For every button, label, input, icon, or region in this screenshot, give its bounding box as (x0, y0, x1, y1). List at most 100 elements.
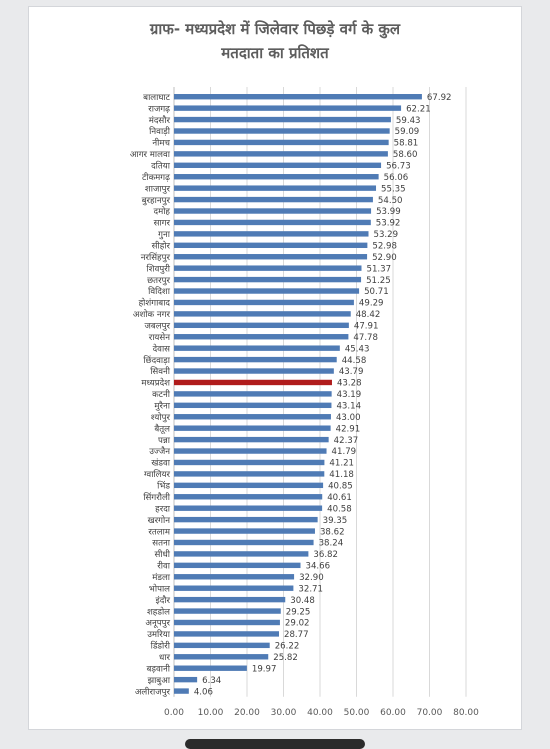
data-label: 58.60 (393, 150, 418, 160)
data-label: 30.48 (290, 596, 315, 606)
bar (174, 356, 337, 363)
chart-title-line1: ग्राफ- मध्यप्रदेश में जिलेवार पिछड़े वर्… (149, 20, 401, 38)
category-label: रीवा (157, 561, 171, 572)
bar (174, 196, 373, 203)
category-label: पन्ना (158, 436, 171, 446)
data-label: 59.43 (396, 116, 421, 126)
bar (174, 414, 331, 420)
bar (174, 596, 286, 603)
bar (174, 231, 369, 237)
data-label: 41.79 (332, 447, 357, 457)
category-label: दतिया (151, 160, 171, 171)
category-label: सीधी (154, 549, 170, 560)
category-label: सीहोर (152, 241, 171, 252)
x-tick-label: 60.00 (380, 708, 406, 718)
data-label: 48.42 (356, 310, 381, 320)
bar (174, 654, 269, 660)
data-label: 40.61 (327, 493, 352, 503)
bar (174, 185, 377, 191)
x-tick-label: 30.00 (271, 708, 297, 718)
data-label: 47.91 (354, 322, 379, 332)
category-label: अलीराजपुर (135, 686, 171, 697)
bar (174, 676, 198, 683)
category-label: मुरैना (154, 401, 170, 412)
bar (174, 665, 247, 671)
data-label: 43.14 (336, 402, 361, 412)
bar (174, 619, 280, 626)
category-label: शाजापुर (145, 184, 171, 194)
data-label: 41.21 (329, 459, 354, 469)
chart-title-line2: मतदाता का प्रतिशत (221, 44, 329, 62)
data-label: 38.24 (319, 539, 344, 549)
category-label: टीकमगढ़ (142, 172, 170, 183)
data-label: 67.92 (427, 93, 452, 103)
data-label: 29.25 (286, 607, 311, 617)
data-label: 38.62 (320, 527, 345, 537)
bar (174, 585, 294, 591)
data-label: 51.37 (367, 264, 392, 274)
bar (174, 334, 349, 340)
data-label: 45.43 (345, 344, 370, 354)
bar (174, 471, 325, 477)
bar (174, 219, 371, 226)
bar (174, 448, 327, 454)
bar (174, 368, 334, 374)
bar (174, 265, 362, 271)
data-label: 19.97 (252, 664, 277, 674)
bar (174, 574, 295, 580)
category-label: सतना (152, 539, 170, 549)
category-label: सिंगरौली (143, 492, 170, 503)
category-label: इंदौर (155, 595, 170, 606)
data-label: 4.06 (194, 687, 213, 697)
category-label: गुना (158, 230, 171, 240)
data-label: 59.09 (395, 127, 420, 137)
data-label: 28.77 (284, 630, 309, 640)
category-label: धार (159, 653, 171, 663)
data-label: 55.35 (381, 184, 406, 194)
category-label: होशंगाबाद (139, 298, 171, 309)
category-label: डिंडोरी (151, 641, 171, 652)
data-label: 53.29 (374, 230, 399, 240)
data-label: 52.90 (372, 253, 397, 263)
x-tick-label: 40.00 (307, 708, 333, 718)
category-label: मध्यप्रदेश (141, 378, 170, 389)
data-label: 53.99 (376, 207, 401, 217)
bar (174, 391, 332, 397)
bar (174, 459, 325, 466)
bar (174, 242, 368, 249)
bar (174, 116, 391, 123)
category-label: देवास (153, 343, 171, 354)
category-label: दमोह (154, 206, 171, 217)
category-label: बैतूल (154, 423, 170, 434)
bar (174, 151, 388, 157)
data-label: 32.90 (299, 573, 324, 583)
data-label: 56.06 (384, 173, 409, 183)
bar (174, 345, 340, 351)
bar (174, 162, 382, 168)
bar (174, 402, 332, 409)
bar-chart: 0.00 10.00 20.00 30.00 40.00 50.00 60.00 70.00 8… (130, 87, 479, 718)
data-label: 44.58 (342, 356, 367, 366)
category-label: कटनी (152, 389, 171, 400)
bar (174, 299, 354, 306)
data-label: 43.19 (337, 390, 362, 400)
bar (174, 688, 189, 694)
category-label: शहडोल (147, 606, 170, 617)
category-label: मंदसौर (149, 115, 171, 126)
bar (174, 608, 281, 614)
data-label: 42.37 (334, 436, 359, 446)
bar (174, 436, 329, 443)
data-label: 29.02 (285, 619, 310, 629)
data-label: 32.71 (298, 584, 323, 594)
category-label: ग्वालियर (144, 469, 170, 480)
category-label: रतलाम (148, 527, 170, 537)
data-label: 50.71 (364, 287, 389, 297)
data-label: 34.66 (306, 562, 331, 572)
data-label: 53.92 (376, 219, 401, 229)
category-label: श्योपुर (151, 412, 171, 423)
category-label: उमरिया (147, 629, 171, 640)
category-label: खरगोन (148, 515, 171, 526)
data-label: 56.73 (386, 161, 411, 171)
category-label: सिवनी (150, 366, 171, 377)
bar (174, 425, 331, 431)
